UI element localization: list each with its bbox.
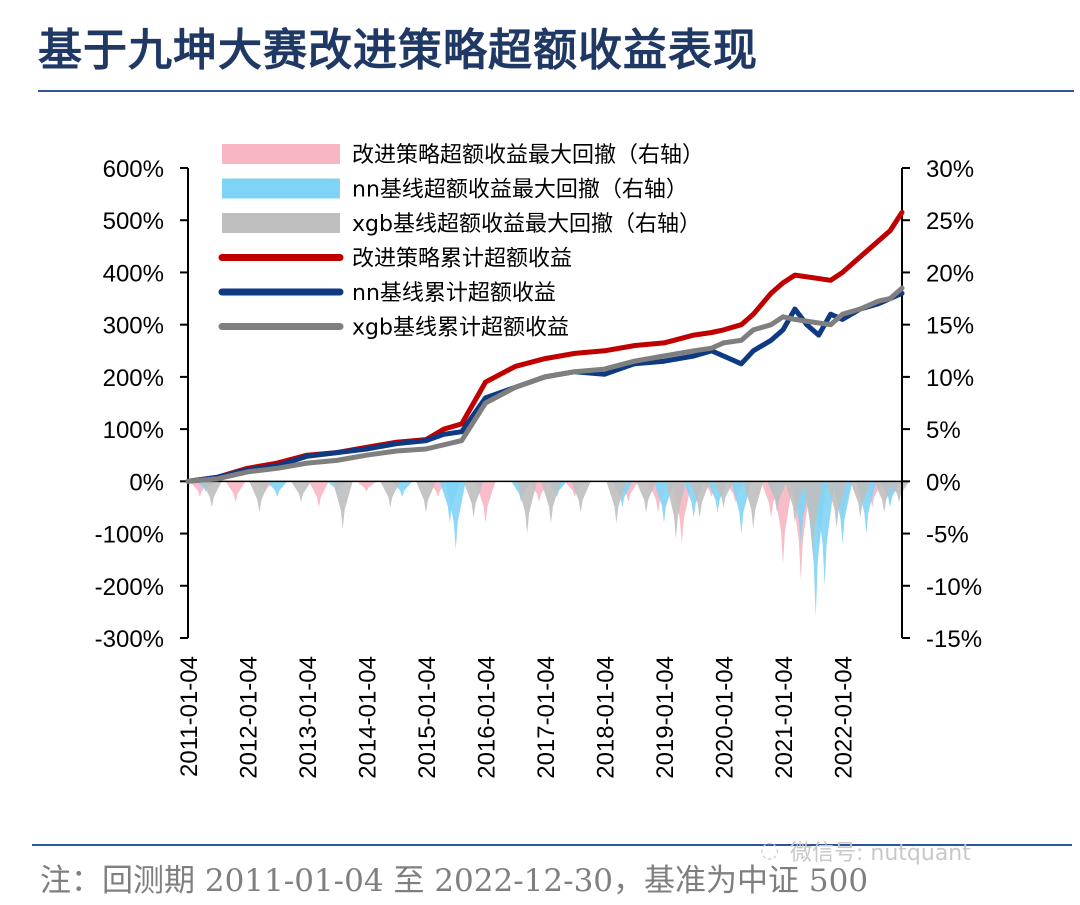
drawdown-spike-2-9 [570,481,591,513]
right-tick-label: 15% [926,313,974,340]
left-tick-label: 200% [103,365,164,392]
drawdown-spike-2-20 [850,481,871,518]
drawdown-spike-2-5 [416,481,436,513]
legend-label-5: xgb基线累计超额收益 [352,316,569,341]
x-tick-label: 2020-01-04 [712,656,739,779]
title-divider [38,90,1074,92]
drawdown-spike-1-12 [731,481,752,534]
x-tick-label: 2019-01-04 [652,656,679,779]
legend-swatch-1 [222,178,340,199]
chart-title: 基于九坤大赛改进策略超额收益表现 [38,25,758,76]
drawdown-spike-1-1 [267,481,288,497]
drawdown-spike-2-22 [889,481,910,503]
drawdown-spike-0-1 [225,481,246,503]
right-tick-label: -10% [926,574,982,601]
drawdown-spike-2-4 [380,481,401,508]
drawdown-spike-2-15 [743,481,764,529]
left-tick-label: 100% [103,417,164,444]
footer-divider [32,844,1072,846]
left-tick-label: 600% [103,156,164,183]
drawdown-spike-2-1 [249,481,270,513]
drawdown-spike-2-21 [874,481,895,513]
drawdown-spike-1-16 [814,481,835,586]
right-tick-label: 0% [926,469,961,496]
x-tick-label: 2012-01-04 [236,656,263,779]
drawdown-spike-2-6 [463,481,484,518]
drawdown-spike-2-10 [606,481,627,524]
drawdown-spike-2-16 [767,481,788,513]
wechat-icon: ◌ [760,838,780,863]
left-tick-label: 0% [129,469,164,496]
right-tick-label: -15% [926,626,982,653]
left-tick-label: -100% [95,522,164,549]
drawdown-spike-0-3 [308,481,329,508]
footnote: 注：回测期 2011-01-04 至 2022-12-30，基准为中证 500 [40,863,869,899]
left-tick-label: -300% [95,626,164,653]
x-tick-label: 2011-01-04 [176,656,203,777]
drawdown-spike-2-7 [517,481,538,534]
legend-label-1: nn基线超额收益最大回撤（右轴） [352,178,688,203]
x-tick-label: 2021-01-04 [771,656,798,779]
right-tick-label: 30% [926,156,974,183]
drawdown-spike-2-13 [689,481,710,518]
drawdown-spike-2-19 [826,481,847,529]
drawdown-spike-2-14 [713,481,734,508]
legend-swatch-0 [222,144,340,164]
drawdown-spike-2-3 [332,481,353,529]
drawdown-spike-0-4 [356,481,377,492]
watermark: 微信号: nutquant [790,841,971,866]
drawdown-spike-2-8 [540,481,561,524]
left-tick-label: -200% [95,574,164,601]
legend-label-3: 改进策略累计超额收益 [352,247,572,272]
right-tick-label: 10% [926,365,974,392]
chart-svg: 600% 500% 400% 300% 200% 100% 0% -100% -200% -300… [95,143,982,779]
drawdown-spike-2-18 [802,481,823,555]
legend-label-0: 改进策略超额收益最大回撤（右轴） [352,143,704,168]
right-tick-label: 5% [926,417,961,444]
drawdown-spike-2-17 [784,481,805,524]
x-tick-label: 2013-01-04 [295,656,322,779]
legend-label-2: xgb基线超额收益最大回撤（右轴） [352,212,701,237]
legend-swatch-2 [222,213,340,233]
series-line-2 [185,285,905,484]
drawdown-spike-2-12 [665,481,686,539]
legend-label-4: nn基线累计超额收益 [352,281,556,306]
left-tick-label: 400% [103,260,164,287]
x-tick-label: 2022-01-04 [831,656,858,779]
drawdown-spike-1-5 [445,481,466,550]
drawdown-spike-0-6 [475,481,496,524]
drawdown-spike-2-0 [201,481,222,508]
x-tick-label: 2018-01-04 [593,656,620,779]
drawdown-spike-2-2 [291,481,312,503]
right-tick-label: 25% [926,208,974,235]
right-tick-label: -5% [926,522,969,549]
x-tick-label: 2015-01-04 [414,656,441,779]
x-tick-label: 2017-01-04 [533,656,560,779]
left-tick-label: 500% [103,208,164,235]
right-tick-label: 20% [926,260,974,287]
left-tick-label: 300% [103,313,164,340]
drawdown-spike-2-11 [636,481,657,513]
x-tick-label: 2016-01-04 [474,656,501,779]
x-tick-label: 2014-01-04 [355,656,382,779]
